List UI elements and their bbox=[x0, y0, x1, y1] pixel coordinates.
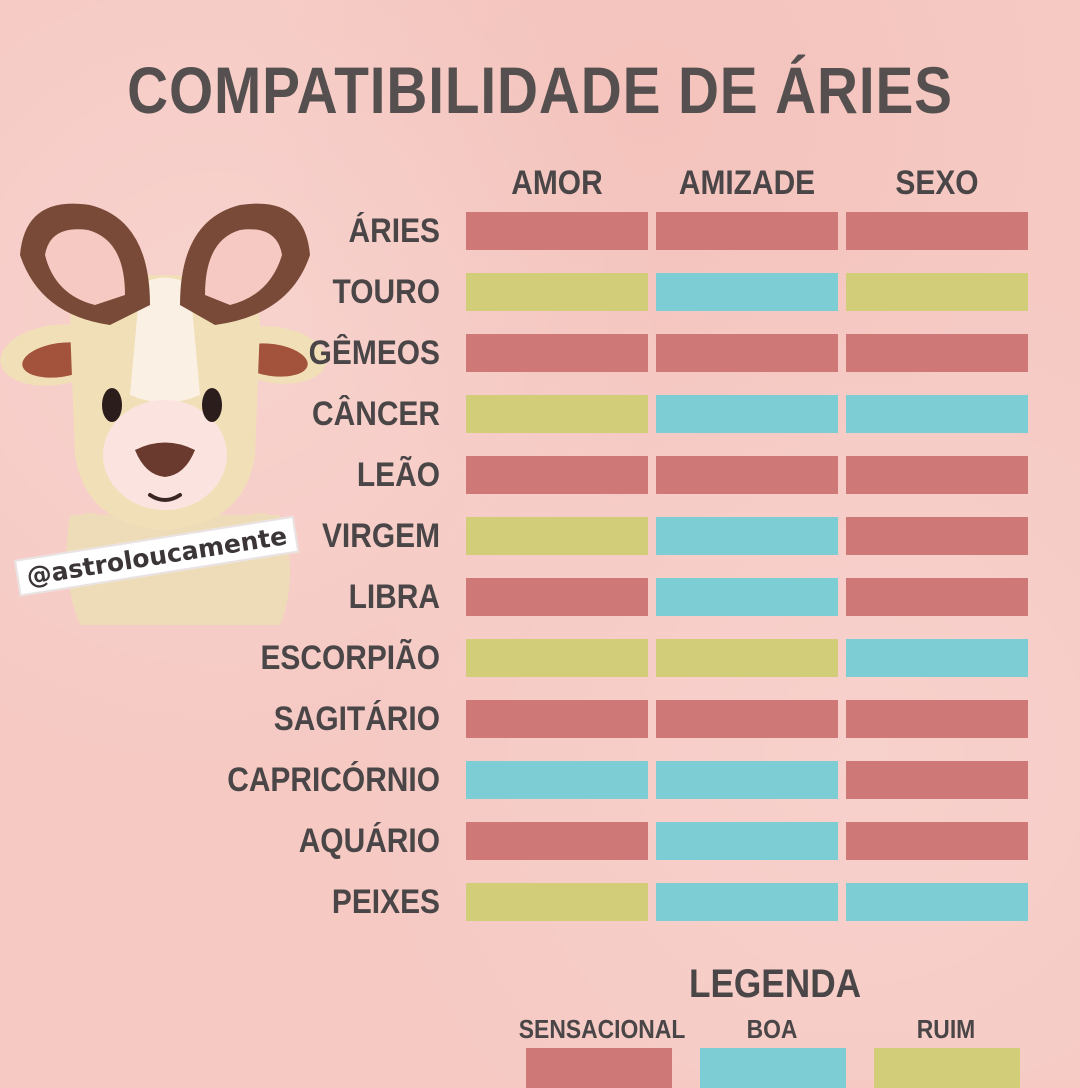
rating-cell-boa bbox=[846, 883, 1028, 921]
rating-cell-ruim bbox=[466, 517, 648, 555]
rating-cell-ruim bbox=[656, 639, 838, 677]
rating-cell-sensacional bbox=[846, 212, 1028, 250]
rating-cell-sensacional bbox=[466, 456, 648, 494]
row-label: TOURO bbox=[332, 273, 440, 311]
legend-label-ruim: RUIM bbox=[916, 1014, 976, 1044]
column-header-sexo: SEXO bbox=[895, 164, 979, 202]
row-label: CAPRICÓRNIO bbox=[227, 761, 440, 799]
row-label: LEÃO bbox=[356, 456, 440, 494]
legend-title: LEGENDA bbox=[688, 962, 862, 1006]
legend-swatch-sensacional bbox=[526, 1048, 672, 1088]
rating-cell-boa bbox=[846, 639, 1028, 677]
legend-swatch-boa bbox=[700, 1048, 846, 1088]
row-label: GÊMEOS bbox=[308, 334, 440, 372]
ram-goat-icon bbox=[0, 203, 327, 625]
row-label: VIRGEM bbox=[321, 517, 440, 555]
rating-cell-sensacional bbox=[466, 822, 648, 860]
column-header-amizade: AMIZADE bbox=[678, 164, 816, 202]
rating-cell-sensacional bbox=[846, 578, 1028, 616]
row-label: ESCORPIÃO bbox=[260, 639, 440, 677]
rating-cell-boa bbox=[656, 517, 838, 555]
row-label: LIBRA bbox=[348, 578, 440, 616]
rating-cell-boa bbox=[656, 761, 838, 799]
rating-cell-ruim bbox=[466, 395, 648, 433]
rating-cell-boa bbox=[846, 395, 1028, 433]
rating-cell-sensacional bbox=[656, 212, 838, 250]
rating-cell-sensacional bbox=[656, 700, 838, 738]
rating-cell-boa bbox=[656, 273, 838, 311]
legend-label-boa: BOA bbox=[746, 1014, 798, 1044]
row-label: PEIXES bbox=[331, 883, 440, 921]
rating-cell-sensacional bbox=[466, 212, 648, 250]
row-label: AQUÁRIO bbox=[298, 822, 440, 860]
rating-cell-ruim bbox=[466, 883, 648, 921]
rating-cell-sensacional bbox=[466, 700, 648, 738]
rating-cell-sensacional bbox=[846, 761, 1028, 799]
rating-cell-ruim bbox=[466, 273, 648, 311]
rating-cell-sensacional bbox=[656, 334, 838, 372]
page-title: COMPATIBILIDADE DE ÁRIES bbox=[127, 53, 953, 127]
rating-cell-ruim bbox=[846, 273, 1028, 311]
row-label: ÁRIES bbox=[348, 212, 440, 250]
rating-cell-ruim bbox=[466, 639, 648, 677]
legend-label-sensacional: SENSACIONAL bbox=[518, 1014, 686, 1044]
rating-cell-boa bbox=[656, 883, 838, 921]
rating-cell-sensacional bbox=[846, 517, 1028, 555]
rating-cell-sensacional bbox=[466, 578, 648, 616]
rating-cell-sensacional bbox=[846, 700, 1028, 738]
rating-cell-boa bbox=[656, 822, 838, 860]
row-label: CÂNCER bbox=[312, 395, 440, 433]
column-header-amor: AMOR bbox=[511, 164, 603, 202]
rating-cell-sensacional bbox=[846, 822, 1028, 860]
rating-cell-boa bbox=[656, 395, 838, 433]
rating-cell-sensacional bbox=[656, 456, 838, 494]
legend-swatch-ruim bbox=[874, 1048, 1020, 1088]
rating-cell-boa bbox=[466, 761, 648, 799]
rating-cell-sensacional bbox=[466, 334, 648, 372]
rating-cell-boa bbox=[656, 578, 838, 616]
rating-cell-sensacional bbox=[846, 334, 1028, 372]
row-label: SAGITÁRIO bbox=[273, 700, 440, 738]
rating-cell-sensacional bbox=[846, 456, 1028, 494]
